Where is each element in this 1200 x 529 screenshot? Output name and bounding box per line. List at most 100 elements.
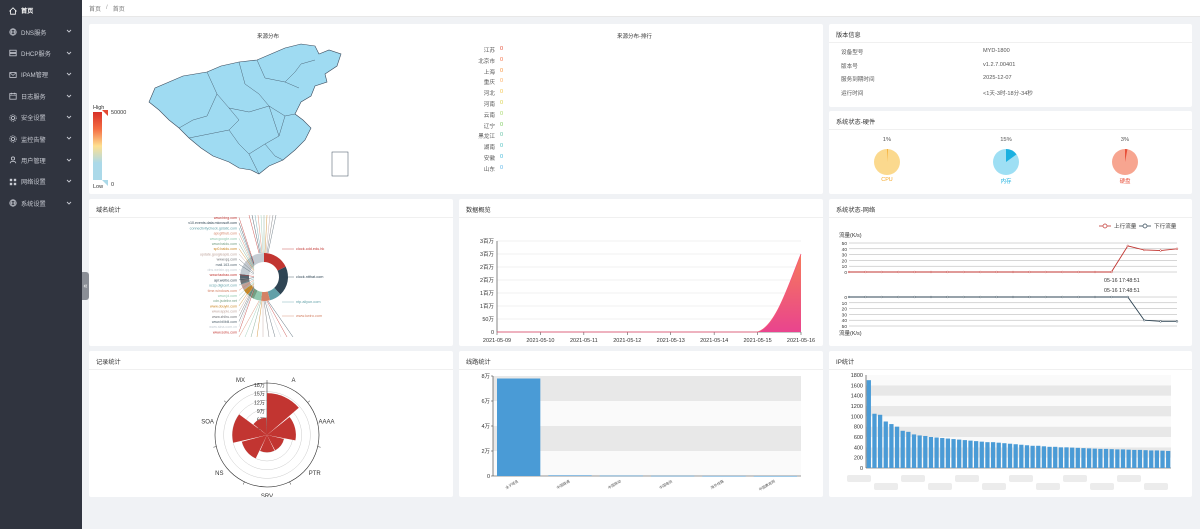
domain-label: www.sina.com.cn <box>209 325 237 329</box>
hardware-title: 系统状态-硬件 <box>836 119 876 126</box>
bar <box>702 475 746 477</box>
gauge-pie <box>993 149 1019 175</box>
chevron-down-icon <box>66 50 72 58</box>
y-tick-label: 20 <box>842 307 848 313</box>
sidebar-item-label: 网络设置 <box>21 179 46 187</box>
gauge-percent: 15% <box>1000 137 1012 143</box>
bar <box>1041 446 1047 468</box>
angle-tick <box>289 481 292 485</box>
series-up-point <box>1061 270 1064 274</box>
overview-area-chart[interactable]: 0 50万 1百万 1百万 2百万 2百万 3百万 3百万 2021-05-09 2021-05-… <box>459 199 823 346</box>
ranking-value: 0 <box>500 110 504 117</box>
series-down-point <box>1159 320 1162 323</box>
version-row: 服务到期时间 2025-12-07 <box>841 75 1012 83</box>
sidebar-item-7[interactable]: 用户管理 <box>0 150 82 171</box>
y-tick-label: 30 <box>842 253 848 259</box>
ip-bar-chart[interactable]: 0 200 400 600 800 1000 1200 1400 1600 1800 <box>829 351 1192 497</box>
domain-label: www.taobao.com <box>210 273 237 277</box>
sidebar-item-5[interactable]: 安全设置 <box>0 107 82 128</box>
domain-label: www.google.com <box>210 237 237 241</box>
network-tooltip-time-2: 05-16 17:48:51 <box>1104 288 1140 294</box>
redacted-label <box>928 483 952 490</box>
sidebar-item-4[interactable]: 日志服务 <box>0 86 82 107</box>
sidebar-item-2[interactable]: DHCP服务 <box>0 43 82 64</box>
domain-label: www.baidu.com <box>212 242 237 246</box>
sidebar-item-9[interactable]: 系统设置 <box>0 193 82 214</box>
chevron-down-icon <box>66 200 72 208</box>
split-area <box>493 401 801 426</box>
x-tick-label: 海外线路 <box>710 478 725 490</box>
bar <box>1070 447 1075 468</box>
bar <box>1002 443 1007 468</box>
gauge-percent: 3% <box>1120 137 1130 143</box>
domain-label: ocsp.digicert.com <box>209 284 237 288</box>
bar <box>945 438 951 468</box>
domain-label: www.kwiro.com <box>296 314 322 318</box>
label-line <box>256 300 263 338</box>
y-tick-label: 1百万 <box>480 303 495 310</box>
ranking-row: 河南 0 <box>475 100 503 108</box>
polar-bar <box>260 435 275 453</box>
chevron-down-icon <box>66 71 72 79</box>
series-up-point <box>1044 270 1047 274</box>
series-up-point <box>995 270 998 274</box>
ranking-name: 山东 <box>483 166 495 173</box>
version-key: 运行时间 <box>841 90 864 97</box>
x-tick-label: 2021-05-11 <box>570 338 598 344</box>
record-polar-chart[interactable]: 3万6万9万12万15万18万AAAAAPTRSRVNSSOAMX <box>89 351 453 497</box>
bar <box>951 439 956 468</box>
domain-label: ntp.aliyun.com <box>296 300 320 304</box>
split-area <box>493 426 801 451</box>
y-tick-label: 0 <box>487 474 490 480</box>
ranking-value: 0 <box>500 121 504 128</box>
sidebar-item-0[interactable]: 首页 <box>0 0 82 21</box>
bar <box>651 475 695 477</box>
y-tick-label: 0 <box>844 270 847 276</box>
legend-high: High <box>93 105 104 111</box>
series-down-point <box>1175 320 1179 323</box>
bar <box>1092 448 1097 468</box>
ranking-value: 0 <box>500 78 504 85</box>
gear-icon <box>8 113 17 122</box>
split-area <box>866 457 1171 468</box>
sidebar-item-1[interactable]: DNS服务 <box>0 21 82 42</box>
domain-label: dns.weixin.qq.com <box>207 268 237 272</box>
label-line <box>267 300 294 338</box>
overview-panel: 数据概览 0 50万 1百万 1百万 2百万 2百万 3百万 3百万 2021-05-09 202… <box>459 199 823 346</box>
bar <box>1160 450 1165 468</box>
china-map[interactable]: High Low 50000 0 <box>89 24 823 194</box>
series-down-point <box>1044 295 1047 299</box>
y-tick-label: 0 <box>844 295 847 301</box>
y-tick-label: 4万 <box>481 423 490 430</box>
series-down-point <box>946 295 949 299</box>
bar <box>962 440 967 468</box>
network-tooltip-time: 05-16 17:48:51 <box>1104 278 1140 284</box>
donut-slice <box>267 287 281 301</box>
domain-donut-chart[interactable]: www.bing.comv10.events.data.microsoft.co… <box>89 199 453 346</box>
redacted-label <box>955 475 979 482</box>
breadcrumb-root[interactable]: 首页 <box>89 6 102 13</box>
label-line <box>251 214 261 254</box>
bar <box>1053 446 1058 468</box>
ranking-name: 重庆 <box>483 80 495 87</box>
domain-label: mail.163.com <box>216 263 237 267</box>
ranking-value: 0 <box>500 143 504 150</box>
ranking-value: 0 <box>500 46 504 52</box>
y-tick-label: 50 <box>842 324 848 330</box>
bar <box>985 442 990 468</box>
hardware-panel: 系统状态-硬件 1% CPU 15% 内存 3% 硬盘 <box>829 111 1192 194</box>
sidebar-item-6[interactable]: 监控告警 <box>0 128 82 149</box>
sidebar-collapse-handle[interactable]: « <box>82 272 89 300</box>
version-value: v1.2.7.00401 <box>983 61 1016 68</box>
sidebar-item-3[interactable]: IPAM管理 <box>0 64 82 85</box>
sidebar-item-8[interactable]: 网络设置 <box>0 171 82 192</box>
y-tick-label: 50万 <box>482 316 494 323</box>
ranking-name: 北京市 <box>478 58 495 65</box>
series-down-point <box>1028 295 1031 299</box>
label-line <box>265 214 271 254</box>
bar <box>1030 445 1035 468</box>
y-tick-label: 400 <box>854 445 863 451</box>
domain-label: www.zhihu.com <box>212 315 237 319</box>
